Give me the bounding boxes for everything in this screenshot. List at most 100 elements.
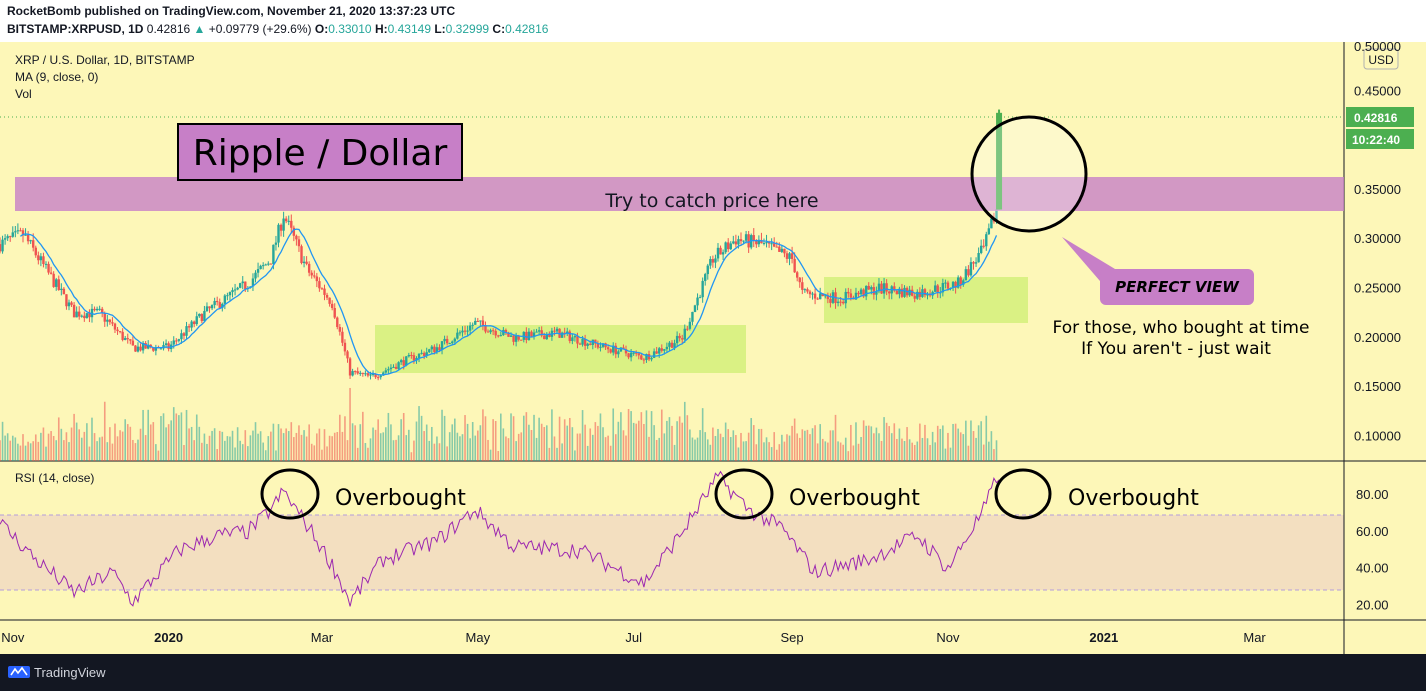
- volume-bar: [773, 432, 776, 461]
- volume-bar: [451, 424, 454, 461]
- volume-bar: [40, 432, 42, 461]
- volume-bar: [425, 424, 428, 461]
- volume-bar: [512, 416, 515, 461]
- candle-body: [502, 329, 505, 336]
- open-value: 0.33010: [328, 22, 372, 36]
- candle-body: [706, 265, 709, 275]
- volume-bar: [729, 437, 732, 461]
- candle-body: [793, 258, 796, 273]
- volume-bar: [804, 430, 806, 461]
- volume-bar: [474, 435, 477, 461]
- volume-bar: [321, 449, 323, 461]
- candle-body: [867, 285, 870, 290]
- volume-bar: [589, 428, 592, 461]
- volume-bar: [70, 427, 73, 461]
- volume-bar: [91, 417, 93, 461]
- candle-body: [964, 269, 968, 281]
- candle-body: [85, 313, 89, 319]
- volume-bar: [735, 435, 737, 461]
- chart-area[interactable]: Try to catch price here Ripple / Dollar …: [0, 42, 1426, 654]
- candle-body: [806, 289, 809, 292]
- candle-body: [213, 300, 216, 306]
- volume-bar: [29, 443, 32, 461]
- candle-body: [481, 320, 485, 326]
- volume-bar: [374, 429, 377, 461]
- candle-body: [129, 339, 132, 341]
- volume-bar: [155, 444, 157, 461]
- candle-body: [693, 305, 697, 312]
- candle-body: [517, 335, 520, 340]
- volume-bar: [793, 418, 796, 461]
- volume-bar: [916, 441, 919, 461]
- volume-bar: [247, 446, 249, 461]
- candle-body: [967, 269, 970, 276]
- countdown-value: 10:22:40: [1352, 133, 1400, 147]
- candle-body: [617, 351, 620, 355]
- volume-bar: [844, 437, 847, 461]
- candle-body: [640, 355, 643, 360]
- volume-bar: [0, 440, 1, 461]
- candle-body: [704, 274, 707, 281]
- volume-bar: [83, 431, 86, 461]
- volume-bar: [543, 427, 546, 461]
- volume-bar: [965, 420, 967, 461]
- volume-bar: [372, 427, 374, 461]
- candle-body: [302, 261, 306, 264]
- candle-body: [215, 300, 219, 303]
- volume-bar: [934, 442, 936, 461]
- volume-bar: [359, 424, 362, 461]
- volume-bar: [267, 436, 270, 461]
- candle-body: [238, 283, 242, 288]
- volume-bar: [850, 424, 852, 461]
- candle-body: [637, 353, 640, 356]
- volume-bar: [574, 450, 576, 461]
- candle-body: [770, 243, 773, 245]
- price-axis[interactable]: 0.10000 0.15000 0.20000 0.25000 0.30000 0.350…: [1354, 83, 1401, 443]
- candle-body: [417, 353, 421, 358]
- candle-body: [612, 345, 615, 353]
- volume-bar: [975, 437, 977, 461]
- volume-bar: [579, 433, 581, 461]
- volume-bar: [814, 425, 816, 461]
- volume-bar: [796, 433, 799, 461]
- volume-bar: [55, 440, 58, 461]
- rsi-axis[interactable]: 20.00 40.00 60.00 80.00: [1356, 487, 1389, 612]
- tradingview-logo-icon[interactable]: [8, 664, 30, 680]
- volume-bar: [551, 409, 553, 461]
- volume-bar: [362, 411, 364, 461]
- volume-bar: [469, 438, 471, 461]
- volume-bar: [949, 447, 952, 461]
- candle-body: [78, 311, 81, 317]
- candle-body: [402, 360, 405, 366]
- candle-body: [26, 234, 30, 242]
- volume-bar: [121, 431, 124, 461]
- volume-bar: [290, 422, 293, 461]
- currency-button[interactable]: [1363, 48, 1399, 70]
- tradingview-brand[interactable]: TradingView: [34, 665, 106, 680]
- volume-bar: [303, 430, 305, 461]
- candle-body: [632, 352, 635, 354]
- volume-bar: [45, 446, 47, 461]
- volume-bar: [497, 451, 500, 461]
- volume-bar: [970, 420, 972, 461]
- volume-bar: [982, 444, 985, 461]
- volume-bar: [602, 427, 604, 461]
- volume-bar: [114, 423, 116, 461]
- note-line-2: If You aren't - just wait: [1081, 339, 1271, 359]
- time-axis[interactable]: Nov 2020 Mar May Jul Sep Nov 2021 Mar: [1, 630, 1266, 645]
- candle-body: [683, 328, 686, 340]
- volume-bar: [262, 442, 264, 461]
- volume-bar: [765, 437, 768, 461]
- legend-vol: Vol: [15, 87, 32, 101]
- symbol-label: BITSTAMP:XRPUSD, 1D: [7, 22, 144, 36]
- candle-body: [236, 287, 239, 290]
- volume-bar: [829, 430, 832, 461]
- candle-body: [512, 335, 515, 342]
- legend-ma: MA (9, close, 0): [15, 70, 98, 84]
- candle-body: [394, 366, 398, 369]
- volume-bar: [42, 427, 45, 461]
- volume-bar: [691, 437, 694, 461]
- volume-bar: [604, 437, 607, 461]
- volume-bar: [658, 437, 661, 461]
- candle-body: [762, 242, 766, 244]
